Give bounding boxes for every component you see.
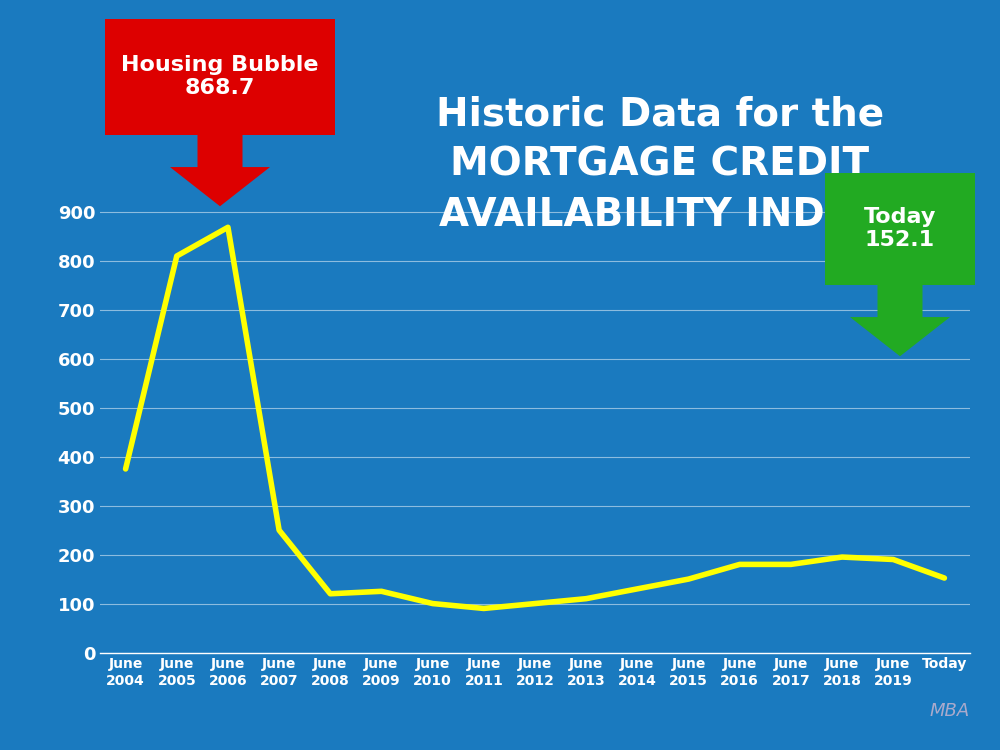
Text: Housing Bubble
868.7: Housing Bubble 868.7 [121, 56, 319, 98]
Text: Historic Data for the
MORTGAGE CREDIT
AVAILABILITY INDEX: Historic Data for the MORTGAGE CREDIT AV… [436, 96, 884, 234]
Text: MBA: MBA [930, 702, 970, 720]
Text: Today
152.1: Today 152.1 [864, 207, 936, 251]
